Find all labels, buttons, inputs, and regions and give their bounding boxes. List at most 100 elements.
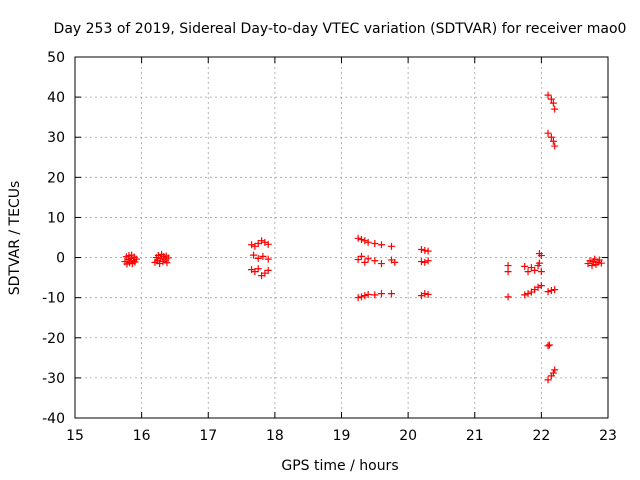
data-point — [547, 286, 555, 294]
data-point — [357, 236, 365, 244]
data-point — [264, 240, 272, 248]
data-point — [361, 237, 369, 245]
data-point — [377, 241, 385, 249]
y-tick-label: 0 — [56, 251, 65, 267]
plot-frame — [74, 56, 609, 419]
data-point — [537, 252, 545, 260]
data-point — [597, 259, 605, 267]
data-point — [361, 258, 369, 266]
data-points — [121, 91, 605, 384]
data-point — [248, 241, 256, 249]
y-tick-label: -20 — [42, 331, 65, 347]
data-point — [387, 242, 395, 250]
x-tick-label: 23 — [599, 428, 617, 444]
data-point — [417, 258, 425, 266]
data-point — [586, 257, 594, 265]
data-point — [551, 366, 559, 374]
y-tick-label: 50 — [47, 50, 65, 66]
data-point — [547, 95, 555, 103]
data-point — [357, 252, 365, 260]
data-point — [544, 129, 552, 137]
y-tick-label: 40 — [47, 90, 65, 106]
data-point — [364, 255, 372, 263]
data-point — [371, 257, 379, 265]
data-point — [163, 259, 171, 267]
data-point — [361, 292, 369, 300]
data-point — [551, 142, 559, 150]
chart-title: Day 253 of 2019, Sidereal Day-to-day VTE… — [54, 21, 627, 37]
x-axis-label: GPS time / hours — [281, 458, 398, 474]
data-point — [588, 262, 596, 270]
data-point — [421, 258, 429, 266]
data-point — [524, 290, 532, 298]
x-tick-label: 15 — [66, 428, 84, 444]
data-point — [364, 238, 372, 246]
y-tick-label: -10 — [42, 291, 65, 307]
data-point — [421, 290, 429, 298]
data-point — [357, 293, 365, 301]
data-point — [354, 256, 362, 264]
data-point — [164, 254, 172, 262]
data-point — [504, 262, 512, 270]
x-tick-label: 16 — [133, 428, 151, 444]
data-point — [537, 268, 545, 276]
data-point — [521, 262, 529, 270]
data-point — [250, 251, 258, 259]
y-tick-label: -30 — [42, 371, 65, 387]
axis-ticks: 15 16 17 18 19 20 21 22 23 -40 -30 -20 -10 0 10 20 30 40 5… — [42, 50, 617, 444]
data-point — [591, 255, 599, 263]
grid-lines — [75, 57, 608, 418]
data-point — [254, 265, 262, 273]
data-point — [544, 91, 552, 99]
data-point — [421, 246, 429, 254]
data-point — [549, 137, 557, 145]
data-point — [547, 133, 555, 141]
data-point — [524, 268, 532, 276]
data-point — [535, 259, 543, 267]
data-point — [264, 255, 272, 263]
data-point — [132, 255, 140, 263]
data-point — [424, 257, 432, 265]
data-point — [364, 290, 372, 298]
data-point — [521, 291, 529, 299]
data-point — [549, 369, 557, 377]
data-point — [254, 254, 262, 262]
data-point — [537, 282, 545, 290]
data-point — [545, 341, 553, 349]
data-point — [377, 290, 385, 298]
x-tick-label: 22 — [532, 428, 550, 444]
data-point — [264, 266, 272, 274]
data-point — [424, 247, 432, 255]
y-tick-label: -40 — [42, 411, 65, 427]
x-tick-label: 18 — [266, 428, 284, 444]
data-point — [391, 258, 399, 266]
data-point — [371, 240, 379, 248]
data-point — [504, 268, 512, 276]
y-tick-label: 30 — [47, 130, 65, 146]
data-point — [531, 266, 539, 274]
data-point — [371, 291, 379, 299]
data-point — [387, 290, 395, 298]
data-point — [544, 376, 552, 384]
data-point — [544, 342, 552, 350]
y-tick-label: 10 — [47, 210, 65, 226]
data-point — [551, 286, 559, 294]
y-tick-label: 20 — [47, 170, 65, 186]
x-tick-label: 19 — [333, 428, 351, 444]
data-point — [424, 290, 432, 298]
data-point — [259, 252, 267, 260]
data-point — [354, 234, 362, 242]
x-tick-label: 17 — [199, 428, 217, 444]
data-point — [549, 99, 557, 107]
x-tick-label: 21 — [466, 428, 484, 444]
x-tick-label: 20 — [399, 428, 417, 444]
data-point — [354, 294, 362, 302]
data-point — [551, 105, 559, 113]
data-point — [258, 237, 266, 245]
y-axis-label: SDTVAR / TECUs — [7, 181, 23, 296]
data-point — [377, 260, 385, 268]
data-point — [504, 293, 512, 301]
data-point — [534, 283, 542, 291]
data-point — [417, 246, 425, 254]
